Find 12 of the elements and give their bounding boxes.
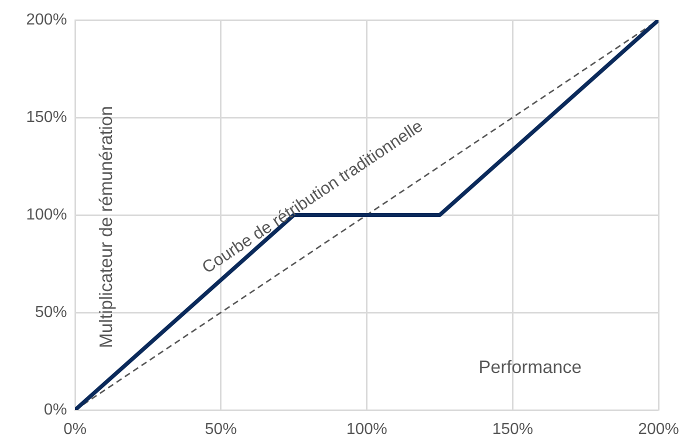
y-axis-title: Multiplicateur de rémunération [96,106,116,348]
x-tick-label: 50% [204,421,237,438]
x-axis-title: Performance [478,356,582,377]
y-tick-label: 200% [26,11,67,28]
x-tick-label: 100% [346,421,388,438]
y-tick-label: 0% [44,401,67,418]
y-tick-label: 50% [34,304,67,321]
y-tick-label: 100% [26,206,67,224]
y-tick-label: 150% [26,108,67,126]
x-tick-label: 0% [63,421,87,438]
x-tick-label: 150% [492,421,534,438]
x-tick-label: 200% [638,421,679,438]
